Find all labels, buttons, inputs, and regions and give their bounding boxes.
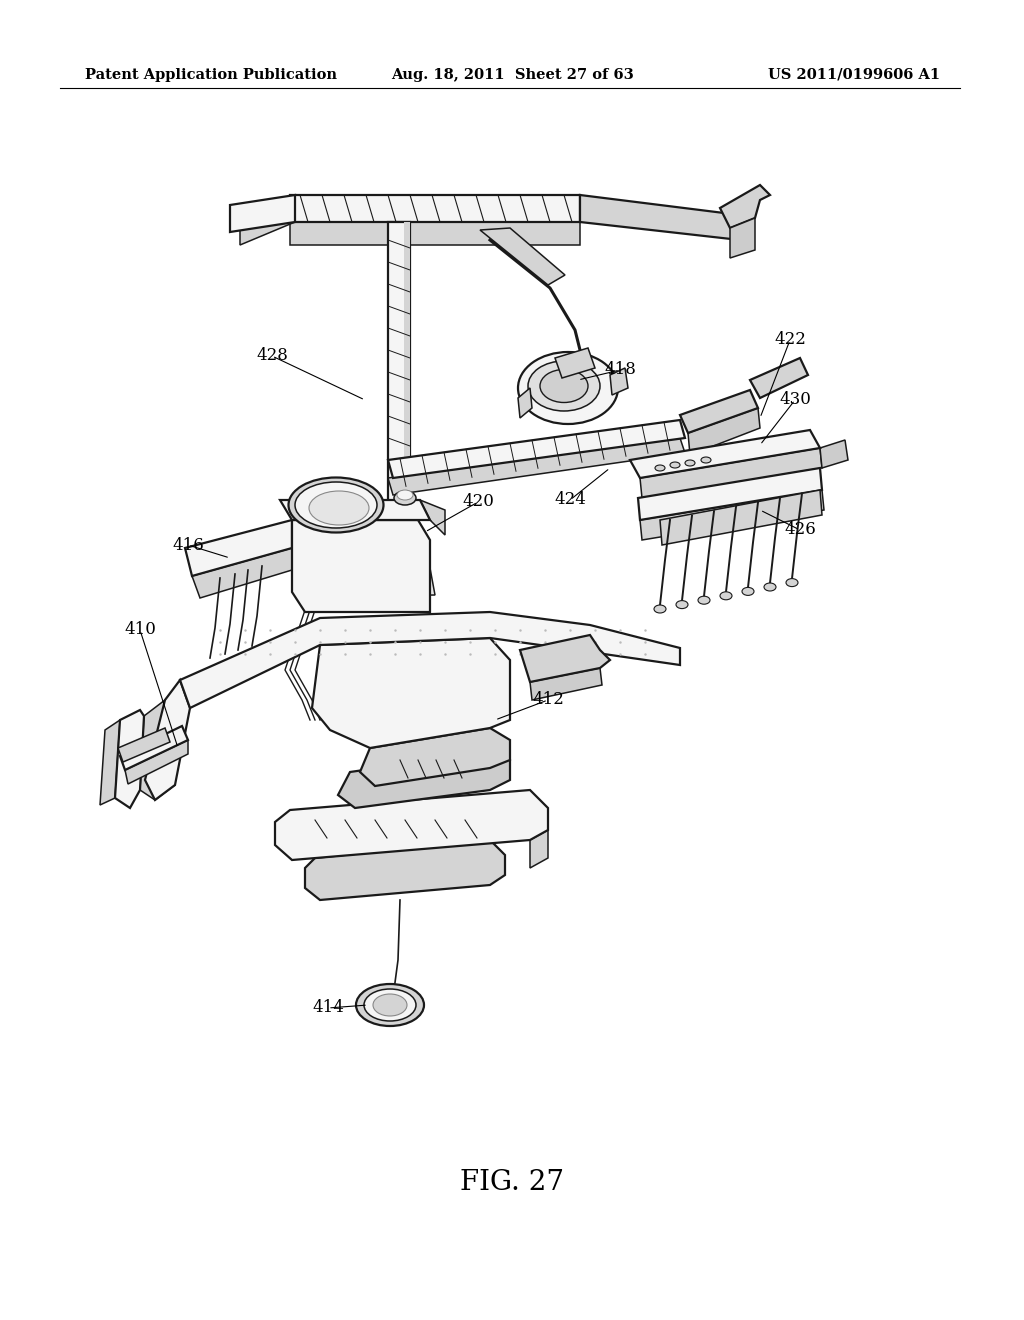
Text: 414: 414	[312, 999, 344, 1016]
Ellipse shape	[720, 591, 732, 599]
Ellipse shape	[701, 457, 711, 463]
Polygon shape	[820, 440, 848, 469]
Text: 418: 418	[604, 362, 636, 379]
Text: US 2011/0199606 A1: US 2011/0199606 A1	[768, 69, 940, 82]
Polygon shape	[388, 420, 685, 478]
Polygon shape	[125, 741, 188, 784]
Polygon shape	[404, 222, 410, 601]
Polygon shape	[290, 195, 580, 222]
Ellipse shape	[764, 583, 776, 591]
Polygon shape	[388, 438, 685, 495]
Polygon shape	[338, 752, 510, 808]
Polygon shape	[115, 710, 144, 808]
Text: Aug. 18, 2011  Sheet 27 of 63: Aug. 18, 2011 Sheet 27 of 63	[390, 69, 634, 82]
Polygon shape	[518, 388, 532, 418]
Polygon shape	[630, 430, 820, 478]
Ellipse shape	[528, 360, 600, 411]
Polygon shape	[638, 469, 822, 520]
Polygon shape	[388, 222, 410, 601]
Text: FIG. 27: FIG. 27	[460, 1168, 564, 1196]
Polygon shape	[720, 185, 770, 228]
Ellipse shape	[289, 478, 384, 532]
Ellipse shape	[364, 989, 416, 1020]
Polygon shape	[185, 520, 292, 576]
Polygon shape	[610, 368, 628, 395]
Polygon shape	[140, 700, 175, 800]
Polygon shape	[300, 568, 435, 597]
Polygon shape	[580, 195, 740, 240]
Text: 430: 430	[779, 392, 811, 408]
Polygon shape	[555, 348, 595, 378]
Ellipse shape	[309, 491, 369, 525]
Polygon shape	[750, 358, 808, 399]
Text: 424: 424	[554, 491, 586, 508]
Text: 412: 412	[532, 692, 564, 709]
Ellipse shape	[698, 597, 710, 605]
Ellipse shape	[654, 605, 666, 612]
Ellipse shape	[786, 578, 798, 586]
Ellipse shape	[742, 587, 754, 595]
Polygon shape	[730, 218, 755, 257]
Polygon shape	[640, 490, 824, 540]
Ellipse shape	[676, 601, 688, 609]
Ellipse shape	[685, 459, 695, 466]
Ellipse shape	[397, 490, 413, 500]
Ellipse shape	[295, 482, 377, 528]
Ellipse shape	[670, 462, 680, 469]
Polygon shape	[640, 447, 822, 498]
Text: 420: 420	[462, 494, 494, 511]
Polygon shape	[180, 612, 680, 708]
Polygon shape	[280, 500, 430, 520]
Polygon shape	[530, 668, 602, 700]
Polygon shape	[480, 228, 565, 285]
Text: Patent Application Publication: Patent Application Publication	[85, 69, 337, 82]
Ellipse shape	[518, 352, 618, 424]
Polygon shape	[100, 719, 120, 805]
Polygon shape	[680, 389, 758, 433]
Polygon shape	[240, 195, 295, 246]
Ellipse shape	[373, 994, 407, 1016]
Polygon shape	[530, 830, 548, 869]
Ellipse shape	[356, 983, 424, 1026]
Text: 426: 426	[784, 521, 816, 539]
Polygon shape	[688, 408, 760, 455]
Ellipse shape	[540, 370, 588, 403]
Polygon shape	[292, 520, 430, 612]
Text: 428: 428	[256, 347, 288, 364]
Polygon shape	[290, 222, 580, 246]
Polygon shape	[120, 726, 188, 770]
Polygon shape	[275, 789, 548, 861]
Polygon shape	[118, 729, 170, 762]
Polygon shape	[230, 195, 295, 232]
Text: 410: 410	[124, 622, 156, 639]
Polygon shape	[312, 638, 510, 748]
Polygon shape	[305, 840, 505, 900]
Polygon shape	[520, 635, 610, 682]
Polygon shape	[360, 729, 510, 785]
Polygon shape	[420, 500, 445, 535]
Ellipse shape	[655, 465, 665, 471]
Text: 422: 422	[774, 331, 806, 348]
Polygon shape	[193, 548, 292, 598]
Polygon shape	[660, 490, 822, 545]
Polygon shape	[145, 680, 190, 800]
Text: 416: 416	[172, 536, 204, 553]
Ellipse shape	[394, 491, 416, 506]
